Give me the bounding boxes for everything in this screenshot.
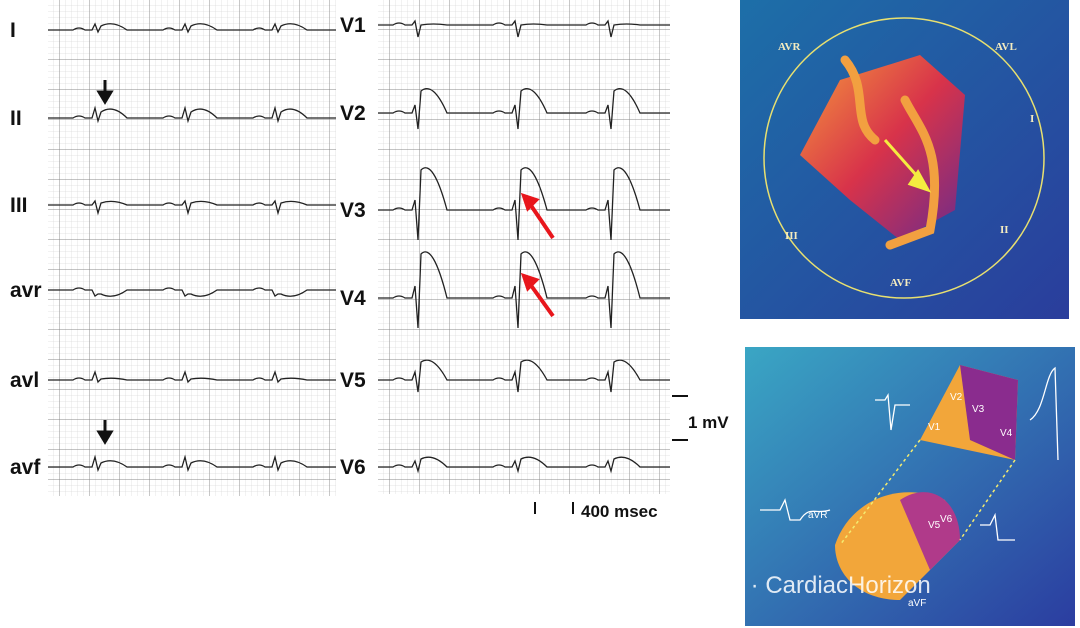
lead-label: V2 (340, 102, 366, 125)
coronary (840, 55, 940, 250)
region-label: aVR (808, 510, 827, 521)
lead-label: avr (10, 279, 42, 302)
arrow (96, 80, 114, 105)
lead-label: III (10, 194, 28, 217)
axis-label: AVL (995, 41, 1017, 53)
heart-section (960, 365, 1018, 460)
axis-label: I (1030, 113, 1034, 125)
lead-label: V6 (340, 456, 366, 479)
ecg-trace (48, 105, 336, 124)
heart-section (900, 492, 960, 570)
ecg-trace (48, 22, 336, 34)
axis-label: II (1000, 224, 1009, 236)
region-label: V3 (972, 404, 985, 415)
lead-label: avl (10, 369, 39, 392)
lead-label: V4 (340, 287, 366, 310)
ecg-trace (48, 287, 336, 297)
ecg-trace (48, 199, 336, 216)
watermark: 公众号 · CardiacHorizon (672, 572, 931, 599)
ecg-trace (378, 359, 670, 393)
lead-label: V3 (340, 199, 366, 222)
ecg-grid-chest (378, 0, 670, 494)
arrow (520, 272, 555, 318)
arrow (883, 139, 932, 193)
arrow (520, 192, 555, 240)
lead-label: V5 (340, 369, 366, 392)
hexaxial-circle (763, 17, 1045, 299)
ecg-sketch (760, 366, 1059, 541)
ecg-trace (378, 19, 670, 38)
lead-label: II (10, 107, 22, 130)
ecg-trace (378, 456, 670, 474)
duration-label: 400 msec (581, 502, 658, 521)
arrow (96, 420, 114, 445)
projection-line (839, 439, 1016, 546)
lead-label: avf (10, 456, 41, 479)
amplitude-label: 1 mV (688, 413, 729, 432)
heart (800, 55, 965, 240)
region-label: V4 (1000, 428, 1013, 439)
lead-label: V1 (340, 14, 366, 37)
region-label: V1 (928, 422, 941, 433)
ecg-trace (378, 87, 670, 130)
region-label: aVF (908, 598, 926, 609)
ecg-grid-limb (48, 0, 336, 496)
ecg-trace (378, 167, 670, 241)
ecg-traces (48, 19, 670, 474)
ecg-trace (378, 251, 670, 329)
region-label: V2 (950, 392, 963, 403)
axis-label: AVR (778, 41, 801, 53)
ecg-trace (48, 369, 336, 384)
ecg-trace (48, 454, 336, 473)
calibration-mark (534, 395, 688, 514)
region-label: V5 (928, 520, 941, 531)
axis-label: III (785, 230, 798, 242)
region-label: V6 (940, 514, 953, 525)
lead-label: I (10, 19, 16, 42)
axis-label: AVF (890, 277, 911, 289)
